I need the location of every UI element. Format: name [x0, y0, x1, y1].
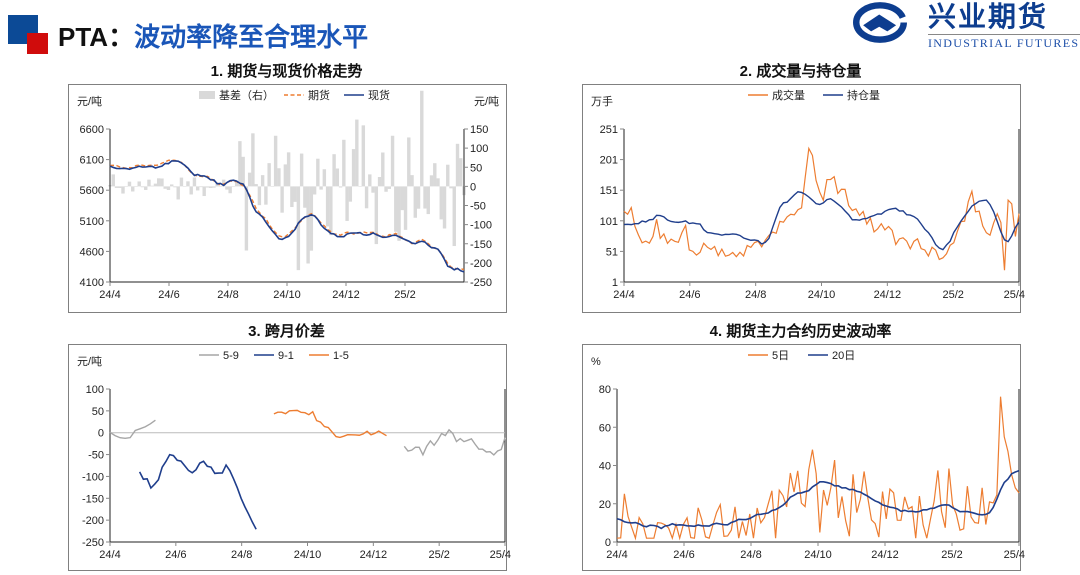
svg-text:元/吨: 元/吨: [77, 355, 102, 368]
svg-text:101: 101: [600, 216, 618, 228]
svg-text:25/4: 25/4: [490, 549, 511, 561]
svg-text:24/4: 24/4: [613, 289, 634, 301]
svg-text:60: 60: [599, 422, 611, 434]
svg-text:24/6: 24/6: [165, 549, 186, 561]
svg-text:-200: -200: [82, 515, 104, 527]
svg-text:25/2: 25/2: [394, 289, 415, 301]
svg-text:-100: -100: [470, 220, 492, 232]
svg-text:25/2: 25/2: [428, 549, 449, 561]
svg-text:元/吨: 元/吨: [77, 95, 102, 108]
svg-text:20日: 20日: [832, 350, 855, 362]
svg-text:5-9: 5-9: [223, 350, 239, 362]
svg-text:24/8: 24/8: [217, 289, 238, 301]
svg-text:50: 50: [92, 406, 104, 418]
svg-text:-50: -50: [88, 450, 104, 462]
svg-text:万手: 万手: [591, 94, 613, 108]
svg-text:24/12: 24/12: [332, 289, 360, 301]
svg-text:元/吨: 元/吨: [474, 95, 499, 108]
svg-text:24/8: 24/8: [231, 549, 252, 561]
svg-text:-200: -200: [470, 258, 492, 270]
svg-text:24/12: 24/12: [360, 549, 388, 561]
svg-text:24/10: 24/10: [804, 549, 832, 561]
svg-text:24/6: 24/6: [158, 289, 179, 301]
svg-text:24/10: 24/10: [808, 289, 836, 301]
svg-text:-50: -50: [470, 201, 486, 213]
svg-text:201: 201: [600, 155, 618, 167]
svg-text:100: 100: [470, 143, 488, 155]
svg-text:-150: -150: [470, 239, 492, 251]
svg-text:24/8: 24/8: [740, 549, 761, 561]
svg-text:成交量: 成交量: [772, 88, 805, 102]
svg-text:1: 1: [612, 277, 618, 289]
svg-text:24/8: 24/8: [745, 289, 766, 301]
svg-text:24/6: 24/6: [673, 549, 694, 561]
svg-text:5日: 5日: [772, 350, 789, 362]
svg-text:24/4: 24/4: [99, 549, 120, 561]
svg-text:-250: -250: [470, 277, 492, 289]
svg-text:25/4: 25/4: [1004, 549, 1025, 561]
svg-text:4100: 4100: [80, 277, 104, 289]
svg-text:%: %: [591, 356, 601, 368]
svg-text:80: 80: [599, 384, 611, 396]
svg-text:51: 51: [606, 246, 618, 258]
svg-text:现货: 现货: [368, 88, 390, 102]
svg-text:期货: 期货: [308, 88, 330, 102]
svg-text:4600: 4600: [80, 246, 104, 258]
svg-text:251: 251: [600, 124, 618, 136]
svg-text:9-1: 9-1: [278, 350, 294, 362]
svg-text:5100: 5100: [80, 216, 104, 228]
svg-text:24/10: 24/10: [273, 289, 301, 301]
svg-text:6100: 6100: [80, 155, 104, 167]
svg-text:5600: 5600: [80, 185, 104, 197]
svg-text:基差（右）: 基差（右）: [219, 88, 274, 102]
svg-text:40: 40: [599, 461, 611, 473]
svg-text:24/12: 24/12: [871, 549, 899, 561]
svg-text:24/12: 24/12: [874, 289, 902, 301]
svg-text:0: 0: [98, 428, 104, 440]
svg-text:持仓量: 持仓量: [847, 88, 880, 102]
svg-text:0: 0: [470, 181, 476, 193]
svg-text:24/4: 24/4: [606, 549, 627, 561]
svg-text:150: 150: [470, 124, 488, 136]
svg-text:25/2: 25/2: [942, 289, 963, 301]
svg-text:25/4: 25/4: [1004, 289, 1025, 301]
svg-text:-150: -150: [82, 493, 104, 505]
svg-text:25/2: 25/2: [941, 549, 962, 561]
svg-text:151: 151: [600, 185, 618, 197]
svg-text:-250: -250: [82, 537, 104, 549]
svg-text:50: 50: [470, 162, 482, 174]
svg-text:-100: -100: [82, 471, 104, 483]
svg-text:100: 100: [86, 384, 104, 396]
svg-text:1-5: 1-5: [333, 350, 349, 362]
svg-text:6600: 6600: [80, 124, 104, 136]
svg-text:24/6: 24/6: [679, 289, 700, 301]
svg-text:24/10: 24/10: [294, 549, 322, 561]
svg-text:24/4: 24/4: [99, 289, 120, 301]
svg-text:20: 20: [599, 499, 611, 511]
svg-text:0: 0: [605, 537, 611, 549]
